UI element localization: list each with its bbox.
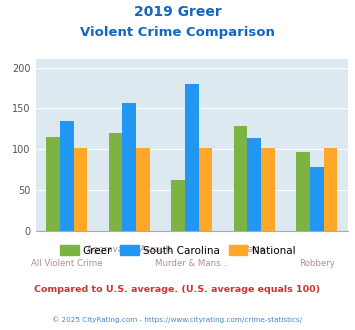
Bar xyxy=(73,148,87,231)
Bar xyxy=(247,138,261,231)
Bar xyxy=(185,84,198,231)
Text: Compared to U.S. average. (U.S. average equals 100): Compared to U.S. average. (U.S. average … xyxy=(34,285,321,294)
Bar xyxy=(46,137,60,231)
Bar xyxy=(136,148,150,231)
Bar xyxy=(323,148,337,231)
Bar xyxy=(296,152,310,231)
Text: Rape: Rape xyxy=(243,245,265,254)
Legend: Greer, South Carolina, National: Greer, South Carolina, National xyxy=(56,241,299,260)
Bar xyxy=(122,103,136,231)
Bar xyxy=(310,167,323,231)
Text: © 2025 CityRating.com - https://www.cityrating.com/crime-statistics/: © 2025 CityRating.com - https://www.city… xyxy=(53,317,302,323)
Bar xyxy=(171,180,185,231)
Bar xyxy=(198,148,212,231)
Bar xyxy=(234,126,247,231)
Bar xyxy=(261,148,275,231)
Bar xyxy=(109,133,122,231)
Text: Violent Crime Comparison: Violent Crime Comparison xyxy=(80,26,275,39)
Text: Murder & Mans...: Murder & Mans... xyxy=(155,259,229,268)
Text: Robbery: Robbery xyxy=(299,259,335,268)
Text: 2019 Greer: 2019 Greer xyxy=(133,5,222,19)
Text: All Violent Crime: All Violent Crime xyxy=(31,259,103,268)
Text: Aggravated Assault: Aggravated Assault xyxy=(87,245,171,254)
Bar xyxy=(60,121,73,231)
